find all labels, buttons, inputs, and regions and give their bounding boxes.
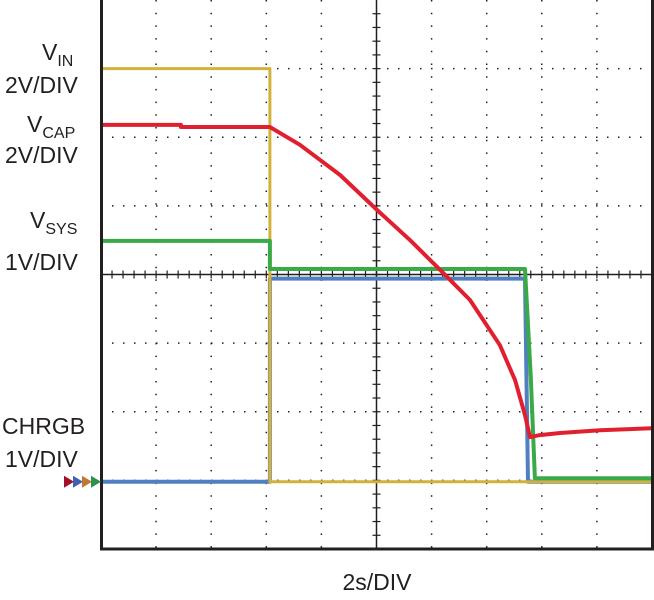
- vin-label: VIN: [42, 39, 73, 70]
- vin-scale: 2V/DIV: [5, 72, 79, 98]
- vsys-label: VSYS: [30, 207, 77, 238]
- plot-frame: [100, 0, 654, 551]
- chrgb-scale: 1V/DIV: [5, 446, 79, 472]
- chrgb-label: CHRGB: [2, 413, 85, 439]
- vcap-scale: 2V/DIV: [5, 142, 79, 168]
- trace-vcap: [101, 122, 653, 440]
- ground-marker-icon: [82, 475, 92, 488]
- vsys-scale: 1V/DIV: [5, 249, 79, 275]
- grid: [101, 0, 652, 549]
- traces: [101, 67, 653, 484]
- x-axis-label: 2s/DIV: [342, 569, 412, 595]
- ground-marker-icon: [91, 475, 101, 488]
- trace-vsys: [101, 238, 652, 481]
- ground-marker-icon: [73, 475, 83, 488]
- vcap-label: VCAP: [27, 111, 75, 142]
- ground-marker-icon: [64, 475, 74, 488]
- trace-vin: [101, 67, 652, 484]
- ground-markers: [64, 475, 101, 488]
